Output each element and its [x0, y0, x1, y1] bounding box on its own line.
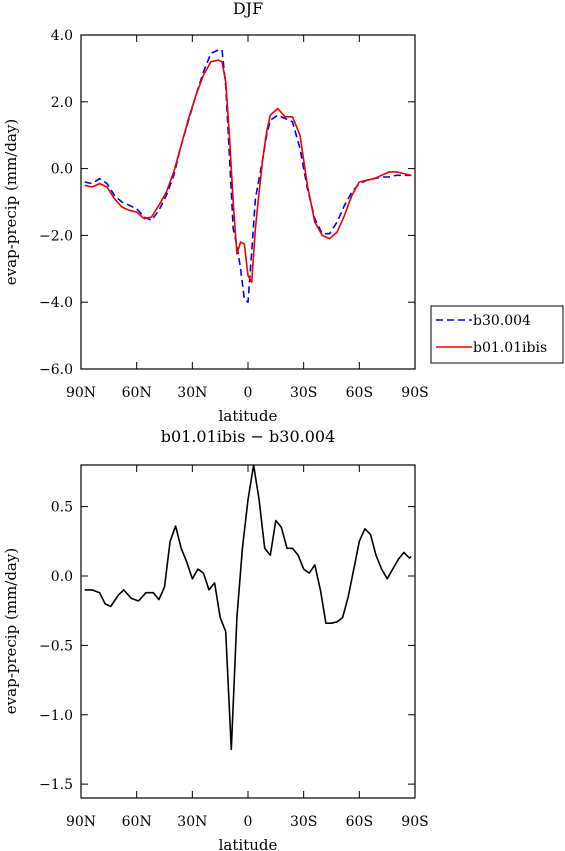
bottom-series-line-0 [84, 464, 412, 751]
bottom-y-tick-label: 0.0 [51, 569, 73, 585]
legend: b30.004 b01.01ibis [430, 305, 564, 364]
bottom-x-tick-label: 90S [401, 814, 428, 830]
top-x-tick-label: 60N [122, 385, 152, 401]
top-y-axis-label: evap-precip (mm/day) [2, 119, 20, 285]
top-x-tick-label: 90S [401, 385, 428, 401]
legend-label-b01-01ibis: b01.01ibis [473, 340, 547, 356]
top-x-axis-label: latitude [219, 407, 278, 425]
bottom-chart-title: b01.01ibis − b30.004 [161, 427, 336, 446]
top-x-tick-label: 30N [177, 385, 207, 401]
bottom-x-tick-label: 60S [346, 814, 373, 830]
top-y-tick-label: −6.0 [39, 362, 73, 378]
top-chart-title: DJF [233, 0, 263, 18]
bottom-y-tick-label: −1.0 [39, 708, 73, 724]
top-y-tick-label: −2.0 [39, 228, 73, 244]
top-x-tick-label: 90N [66, 385, 96, 401]
top-y-tick-label: −4.0 [39, 295, 73, 311]
top-x-tick-label: 0 [244, 385, 253, 401]
bottom-y-tick-label: −1.5 [39, 777, 73, 793]
top-panel: DJF 90N 60N 30N 0 30S 60S 90S 4.0 2.0 0.0 −2.0 −4.0… [2, 0, 429, 425]
top-y-tick-label: 0.0 [51, 162, 73, 178]
bottom-x-tick-label: 90N [66, 814, 96, 830]
bottom-x-tick-label: 30S [290, 814, 317, 830]
bottom-x-axis-label: latitude [219, 836, 278, 851]
bottom-plot-frame [80, 464, 416, 799]
top-plot-frame [80, 34, 416, 370]
bottom-x-tick-label: 30N [177, 814, 207, 830]
legend-label-b30-004: b30.004 [473, 313, 531, 329]
top-y-tick-label: 2.0 [51, 95, 73, 111]
legend-box [430, 305, 564, 364]
bottom-y-tick-label: −0.5 [39, 638, 73, 654]
bottom-panel: b01.01ibis − b30.004 90N 60N 30N 0 30S 60S 90S… [2, 427, 429, 851]
top-x-tick-label: 30S [290, 385, 317, 401]
top-x-tick-label: 60S [346, 385, 373, 401]
top-series-line-1 [84, 59, 412, 284]
bottom-y-tick-label: 0.5 [51, 500, 73, 516]
top-y-tick-label: 4.0 [51, 28, 73, 44]
bottom-x-tick-label: 0 [244, 814, 253, 830]
top-series-line-0 [84, 49, 412, 304]
bottom-x-tick-label: 60N [122, 814, 152, 830]
bottom-y-axis-label: evap-precip (mm/day) [2, 548, 20, 714]
